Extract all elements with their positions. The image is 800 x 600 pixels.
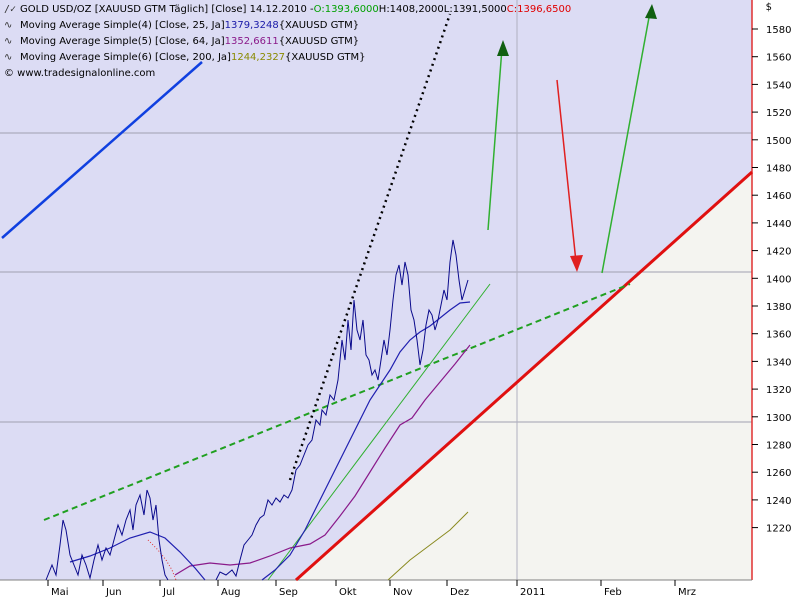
x-tick-label: 2011	[520, 587, 545, 598]
y-tick-label: 1420	[766, 247, 791, 258]
y-tick-label: 1400	[766, 274, 791, 285]
legend-low: L:1391,5000	[443, 4, 507, 15]
copyright-text: © www.tradesignalonline.com	[4, 68, 156, 79]
legend-ma200-label: Moving Average Simple(6) [Close, 200, Ja…	[20, 52, 231, 63]
price-line	[45, 239, 469, 581]
green-dashed-trend	[43, 283, 631, 521]
y-tick-label: 1460	[766, 191, 791, 202]
y-tick-label: 1220	[766, 524, 791, 535]
legend-row-price: /✓ GOLD USD/OZ [XAUUSD GTM Täglich] [Clo…	[4, 2, 571, 18]
x-tick-label: Sep	[279, 587, 298, 598]
y-tick-label: 1320	[766, 385, 791, 396]
x-tick-label: Aug	[221, 587, 241, 598]
x-tick-label: Mrz	[678, 587, 696, 598]
y-tick-label: 1440	[766, 219, 791, 230]
legend-ma25-value: 1379,3248	[224, 20, 279, 31]
legend-ma200-value: 1244,2327	[230, 52, 286, 63]
legend-open: O:1393,6000	[313, 4, 379, 15]
blue-trend-line	[1, 61, 203, 239]
y-tick-label: 1380	[766, 302, 791, 313]
wave-icon: ∿	[4, 36, 13, 47]
legend-row-ma25: ∿ Moving Average Simple(4) [Close, 25, J…	[4, 18, 571, 34]
y-tick-label: 1500	[766, 136, 791, 147]
green-arrow-up-2	[601, 4, 657, 274]
x-tick-label: Okt	[339, 587, 357, 598]
legend-row-copyright: © www.tradesignalonline.com	[4, 66, 571, 82]
y-tick-label: 1480	[766, 164, 791, 175]
y-tick-label: 1580	[766, 25, 791, 36]
legend-ma25-label: Moving Average Simple(4) [Close, 25, Ja]	[20, 20, 225, 31]
x-tick-label: Jun	[105, 587, 122, 598]
legend-ma200-suffix: {XAUUSD GTM}	[285, 52, 366, 63]
x-tick-label: Jul	[162, 587, 175, 598]
legend-row-ma200: ∿ Moving Average Simple(6) [Close, 200, …	[4, 50, 571, 66]
ma200-line	[387, 511, 469, 581]
green-arrow-up-1	[487, 40, 509, 231]
y-tick-label: 1340	[766, 357, 791, 368]
y-tick-label: 1260	[766, 468, 791, 479]
grid-lines	[0, 132, 752, 423]
y-axis-unit: $	[765, 2, 772, 13]
legend-ma64-value: 1352,6611	[224, 36, 279, 47]
wave-icon: ∿	[4, 52, 13, 63]
x-tick-label: Mai	[51, 587, 69, 598]
black-dotted-line	[288, 13, 452, 481]
y-tick-label: 1540	[766, 80, 791, 91]
legend-price-prefix: GOLD USD/OZ [XAUUSD GTM Täglich] [Close]…	[20, 4, 314, 15]
y-tick-label: 1280	[766, 441, 791, 452]
y-tick-label: 1360	[766, 330, 791, 341]
red-dotted-curve	[147, 539, 177, 581]
wave-icon: ∿	[4, 20, 13, 31]
x-axis: Mai Jun Jul Aug Sep Okt Nov Dez 2011 Feb Mrz	[47, 580, 696, 598]
legend-ma64-label: Moving Average Simple(5) [Close, 64, Ja]	[20, 36, 225, 47]
legend-close: C:1396,6500	[506, 4, 572, 15]
red-support-line	[294, 170, 754, 582]
legend-high: H:1408,2000	[378, 4, 444, 15]
legend-ma25-suffix: {XAUUSD GTM}	[278, 20, 360, 31]
y-tick-label: 1560	[766, 53, 791, 64]
chart-legend: /✓ GOLD USD/OZ [XAUUSD GTM Täglich] [Clo…	[4, 2, 571, 82]
x-tick-label: Dez	[450, 587, 469, 598]
y-tick-label: 1300	[766, 413, 791, 424]
x-tick-label: Nov	[393, 587, 413, 598]
legend-row-ma64: ∿ Moving Average Simple(5) [Close, 64, J…	[4, 34, 571, 50]
y-tick-label: 1520	[766, 108, 791, 119]
ma64-line	[174, 344, 471, 576]
y-axis: 1580 1560 1540 1520 1500 1480 1460 1440 1420 1400…	[752, 25, 791, 535]
red-arrow-down	[556, 79, 583, 272]
line-series-icon: /✓	[4, 4, 17, 15]
legend-ma64-suffix: {XAUUSD GTM}	[278, 36, 360, 47]
y-tick-label: 1240	[766, 496, 791, 507]
x-tick-label: Feb	[604, 587, 622, 598]
